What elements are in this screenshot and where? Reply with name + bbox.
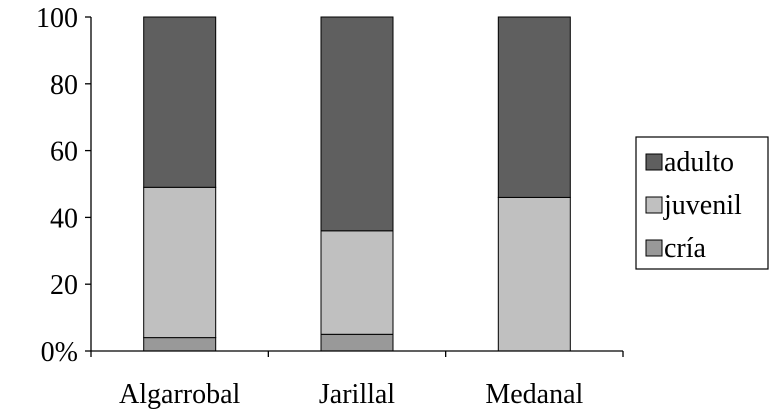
- y-tick-label: 40: [50, 203, 78, 234]
- legend-swatch-adulto: [645, 153, 663, 171]
- bar-segment-adulto-medanal: [497, 16, 571, 198]
- bar-segment-adulto-jarillal: [320, 16, 394, 232]
- y-tick-label: 100: [36, 3, 78, 34]
- bar-segment-adulto-algarrobal: [143, 16, 217, 188]
- legend-swatch-cría: [645, 239, 663, 257]
- bar-segment-cría-jarillal: [320, 333, 394, 352]
- bar-segment-cría-algarrobal: [143, 337, 217, 352]
- bars-layer: [143, 16, 571, 352]
- x-tick-label-algarrobal: Algarrobal: [119, 379, 241, 410]
- bar-segment-juvenil-medanal: [497, 196, 571, 352]
- x-tick-label-jarillal: Jarillal: [319, 379, 395, 410]
- y-tick-label: 60: [50, 137, 78, 168]
- bar-segment-juvenil-algarrobal: [143, 186, 217, 339]
- legend: adulto juvenil cría: [635, 136, 769, 270]
- axes-layer: 0% 20 40 60 80 100 Algarrobal Jarillal Medanal: [36, 3, 624, 410]
- legend-label-adulto: adulto: [664, 147, 734, 178]
- bar-segment-juvenil-jarillal: [320, 230, 394, 335]
- x-tick-label-medanal: Medanal: [485, 379, 583, 410]
- legend-label-juvenil: juvenil: [663, 190, 742, 221]
- y-tick-label: 80: [50, 70, 78, 101]
- y-tick-label: 20: [50, 270, 78, 301]
- legend-label-cría: cría: [664, 233, 707, 264]
- legend-swatch-juvenil: [645, 196, 663, 214]
- y-tick-label: 0%: [41, 337, 78, 368]
